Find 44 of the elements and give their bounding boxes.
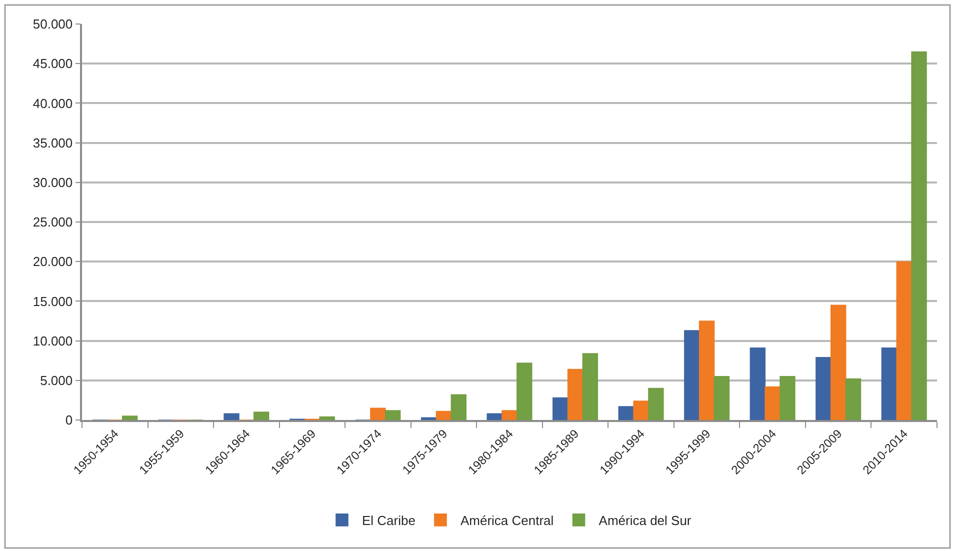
- bar: [714, 376, 730, 420]
- bar: [502, 410, 518, 420]
- y-tick-label: 45.000: [32, 56, 73, 72]
- y-tick-label: 10.000: [32, 333, 73, 348]
- bar: [436, 410, 452, 420]
- bar: [582, 353, 598, 420]
- bar: [764, 386, 780, 420]
- y-tick-label: 0: [65, 412, 73, 428]
- bar: [911, 51, 927, 420]
- y-tick-label: 20.000: [32, 254, 73, 270]
- bar: [224, 413, 240, 420]
- legend-label: América del Sur: [598, 513, 692, 528]
- bar: [816, 357, 832, 420]
- bar: [881, 348, 898, 420]
- bar: [750, 348, 766, 420]
- bar: [450, 394, 466, 420]
- bar: [516, 362, 532, 420]
- bar: [122, 416, 138, 420]
- y-tick-label: 15.000: [32, 294, 73, 309]
- bar: [896, 261, 912, 420]
- bar: [845, 378, 862, 420]
- bar: [633, 400, 649, 420]
- y-tick-label: 5.000: [40, 372, 73, 388]
- y-tick-label: 30.000: [32, 174, 73, 190]
- y-tick-label: 50.000: [32, 16, 73, 32]
- bar: [253, 412, 270, 420]
- y-tick-label: 25.000: [32, 214, 73, 230]
- bar: [698, 320, 715, 420]
- y-tick-label: 40.000: [32, 96, 73, 111]
- bar: [830, 304, 846, 420]
- bar: [618, 406, 634, 420]
- bar: [486, 413, 502, 420]
- bar: [648, 388, 664, 420]
- bar: [370, 408, 386, 420]
- bar: [780, 376, 796, 420]
- bar: [385, 410, 401, 420]
- bar: [552, 397, 568, 420]
- bar: [684, 330, 700, 420]
- legend-label: El Caribe: [362, 513, 416, 528]
- bar: [420, 417, 437, 420]
- bar: [567, 368, 584, 420]
- legend-label: América Central: [460, 513, 554, 528]
- y-tick-label: 35.000: [32, 135, 73, 150]
- bar: [319, 416, 335, 420]
